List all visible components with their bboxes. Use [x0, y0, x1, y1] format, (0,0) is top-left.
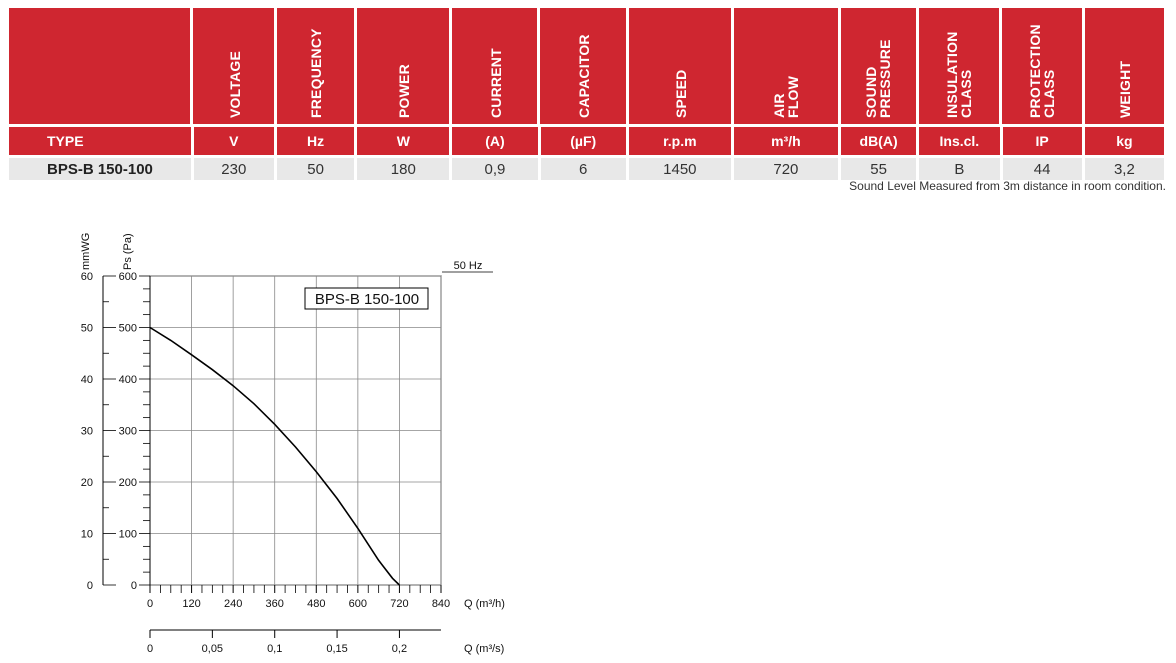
value-row: BPS-B 150-100 230 50 180 0,9 6 1450 720 55 B 44 3,… — [9, 158, 1167, 180]
x-tick-label: 240 — [224, 598, 242, 610]
y-tick-label: 100 — [119, 529, 137, 541]
y-tick-label: 300 — [119, 426, 137, 438]
header-power: POWER — [356, 8, 450, 124]
type-label: TYPE — [9, 127, 191, 155]
header-protection-class: PROTECTION CLASS — [1002, 8, 1082, 124]
x2-axis-title: Q (m³/s) — [464, 643, 504, 655]
header-label: SPEED — [672, 69, 689, 118]
chart-labels: 0 120 240 360 480 600 720 840001001020020300304… — [80, 233, 505, 655]
performance-curve — [149, 326, 400, 586]
value-voltage: 230 — [193, 158, 274, 180]
y2-tick-label: 30 — [81, 426, 93, 438]
x-tick-label: 480 — [307, 598, 325, 610]
type-header-cell — [9, 8, 191, 124]
chart-grid — [149, 275, 442, 586]
y2-axis-title: mmWG — [80, 233, 92, 270]
unit-voltage: V — [193, 127, 274, 155]
header-label: INSULATION CLASS — [944, 31, 975, 118]
unit-capacitor: (µF) — [540, 127, 626, 155]
unit-weight: kg — [1084, 127, 1165, 155]
y2-tick-label: 40 — [81, 374, 93, 386]
header-capacitor: CAPACITOR — [540, 8, 626, 124]
header-label: CURRENT — [487, 48, 504, 118]
x-tick-label: 600 — [349, 598, 367, 610]
unit-frequency: Hz — [276, 127, 355, 155]
y2-tick-label: 60 — [81, 271, 93, 283]
x-tick-label: 0 — [147, 598, 153, 610]
unit-current: (A) — [452, 127, 538, 155]
header-row: VOLTAGE FREQUENCY POWER CURRENT CAPACITOR SPE… — [9, 8, 1167, 124]
curve-group — [149, 326, 400, 586]
unit-power: W — [357, 127, 450, 155]
header-frequency: FREQUENCY — [276, 8, 354, 124]
x2-tick-label: 0,1 — [267, 643, 282, 655]
y-axis-title: Ps (Pa) — [122, 233, 134, 270]
y2-tick-label: 20 — [81, 477, 93, 489]
unit-air-flow: m³/h — [733, 127, 838, 155]
header-label: SOUND PRESSURE — [863, 39, 894, 118]
value-sound-pressure: 55 — [840, 158, 917, 180]
value-weight: 3,2 — [1084, 158, 1165, 180]
y-tick-label: 0 — [131, 580, 137, 592]
header-current: CURRENT — [452, 8, 538, 124]
performance-chart: 0 120 240 360 480 600 720 840001001020020300304… — [80, 233, 505, 655]
x-axis-title: Q (m³/h) — [464, 598, 505, 610]
value-insulation-class: B — [919, 158, 1000, 180]
value-power: 180 — [357, 158, 450, 180]
unit-row: TYPE V Hz W (A) (µF) r.p.m m³/h dB(A) Ins.cl. IP k… — [9, 127, 1167, 155]
value-speed: 1450 — [628, 158, 731, 180]
y2-tick-label: 0 — [87, 580, 93, 592]
x2-tick-label: 0 — [147, 643, 153, 655]
header-label: VOLTAGE — [226, 51, 243, 118]
header-weight: WEIGHT — [1084, 8, 1164, 124]
header-insulation-class: INSULATION CLASS — [919, 8, 1000, 124]
y-tick-label: 200 — [119, 477, 137, 489]
value-frequency: 50 — [276, 158, 355, 180]
header-label: CAPACITOR — [576, 34, 592, 118]
header-speed: SPEED — [628, 8, 731, 124]
y2-tick-label: 10 — [81, 529, 93, 541]
chart-axes — [102, 271, 493, 638]
unit-insulation-class: Ins.cl. — [919, 127, 1000, 155]
value-current: 0,9 — [452, 158, 538, 180]
y2-tick-label: 50 — [81, 323, 93, 335]
header-air-flow: AIR FLOW — [733, 8, 838, 124]
header-label: WEIGHT — [1117, 60, 1134, 118]
x2-tick-label: 0,05 — [202, 643, 223, 655]
header-label: POWER — [396, 64, 413, 118]
header-voltage: VOLTAGE — [193, 8, 274, 124]
y-tick-label: 600 — [119, 271, 137, 283]
x2-tick-label: 0,2 — [392, 643, 407, 655]
x-tick-label: 360 — [266, 598, 284, 610]
spec-table: VOLTAGE FREQUENCY POWER CURRENT CAPACITOR SPE… — [9, 8, 1167, 180]
x-tick-label: 840 — [432, 598, 450, 610]
legend-label: BPS-B 150-100 — [315, 291, 419, 308]
sound-note: Sound Level Measured from 3m distance in… — [849, 179, 1166, 193]
value-protection-class: 44 — [1002, 158, 1082, 180]
x-tick-label: 120 — [182, 598, 200, 610]
value-air-flow: 720 — [733, 158, 838, 180]
y-tick-label: 400 — [119, 374, 137, 386]
x2-tick-label: 0,15 — [326, 643, 347, 655]
header-label: FREQUENCY — [308, 28, 325, 118]
header-sound-pressure: SOUND PRESSURE — [840, 8, 917, 124]
header-label: PROTECTION CLASS — [1027, 24, 1058, 118]
value-capacitor: 6 — [540, 158, 626, 180]
unit-speed: r.p.m — [628, 127, 731, 155]
model-name: BPS-B 150-100 — [9, 158, 191, 180]
unit-protection-class: IP — [1002, 127, 1082, 155]
legend-box — [304, 287, 429, 310]
unit-sound-pressure: dB(A) — [840, 127, 917, 155]
y-tick-label: 500 — [119, 323, 137, 335]
header-label: AIR FLOW — [770, 75, 801, 118]
x-tick-label: 720 — [390, 598, 408, 610]
frequency-label: 50 Hz — [454, 260, 483, 272]
